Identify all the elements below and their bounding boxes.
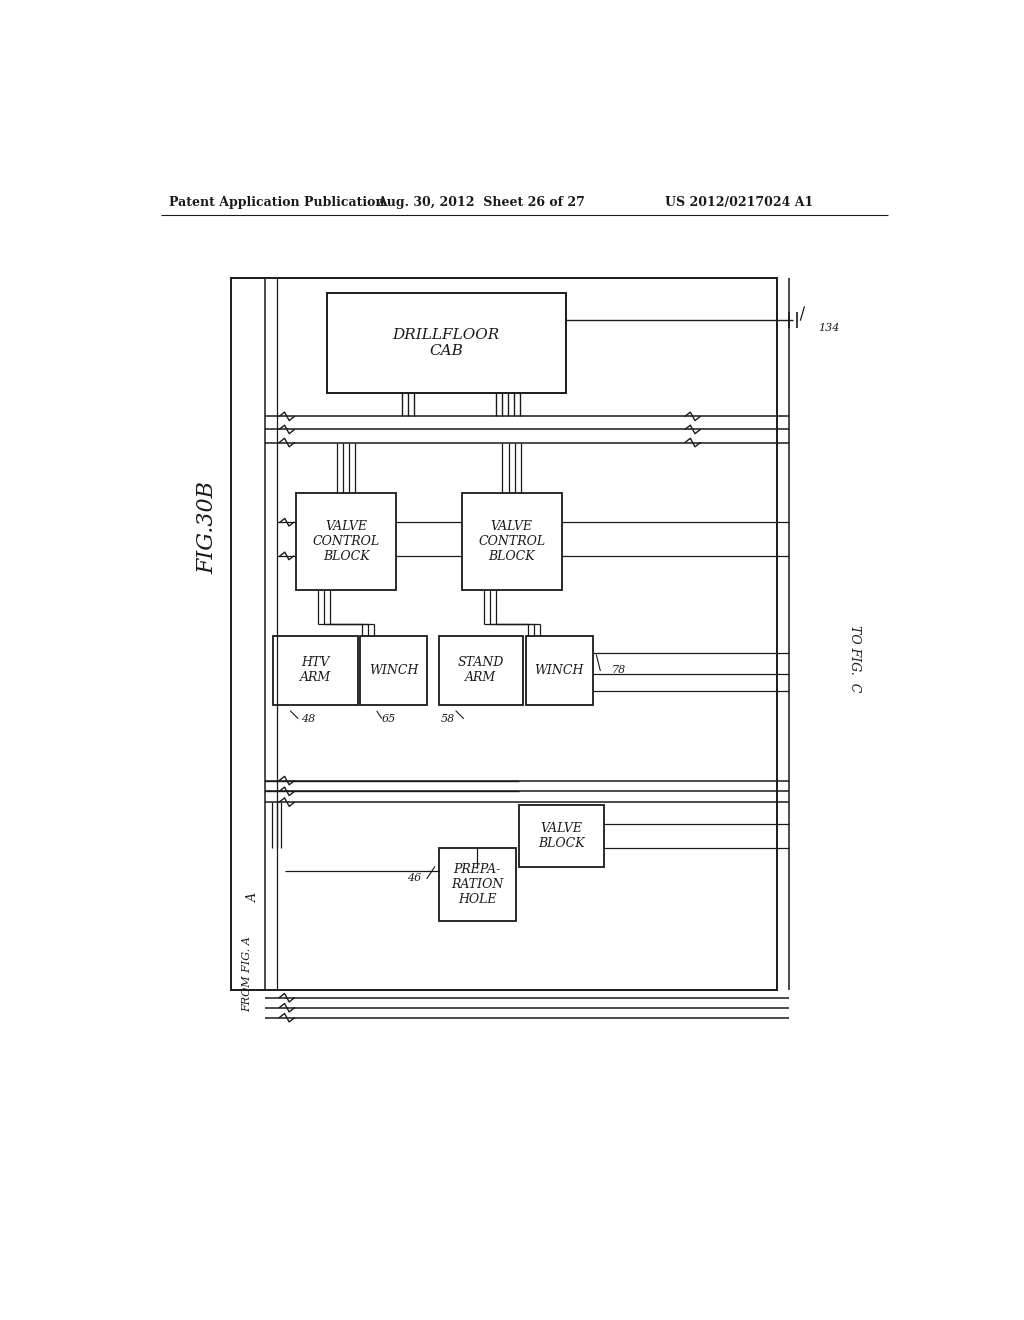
Text: DRILLFLOOR
CAB: DRILLFLOOR CAB	[392, 329, 500, 358]
Bar	[360, 636, 427, 705]
Bar	[462, 494, 562, 590]
Bar	[273, 636, 357, 705]
Text: VALVE
CONTROL
BLOCK: VALVE CONTROL BLOCK	[312, 520, 380, 562]
Text: 48: 48	[300, 714, 314, 723]
Text: Aug. 30, 2012  Sheet 26 of 27: Aug. 30, 2012 Sheet 26 of 27	[377, 195, 585, 209]
Bar	[438, 636, 523, 705]
Text: Patent Application Publication: Patent Application Publication	[169, 195, 385, 209]
Text: PREPA-
RATION
HOLE: PREPA- RATION HOLE	[451, 863, 503, 906]
Bar	[327, 293, 565, 393]
Text: US 2012/0217024 A1: US 2012/0217024 A1	[665, 195, 813, 209]
Text: WINCH: WINCH	[535, 664, 584, 677]
Bar	[438, 847, 515, 921]
Text: FROM FIG. A: FROM FIG. A	[243, 937, 253, 1012]
Bar	[525, 636, 593, 705]
Text: VALVE
BLOCK: VALVE BLOCK	[539, 822, 585, 850]
Bar	[296, 494, 396, 590]
Bar	[519, 805, 604, 867]
Text: 78: 78	[611, 665, 626, 676]
Bar	[230, 277, 777, 990]
Text: 65: 65	[381, 714, 395, 723]
Text: 58: 58	[440, 714, 455, 723]
Text: WINCH: WINCH	[369, 664, 418, 677]
Text: STAND
ARM: STAND ARM	[458, 656, 504, 685]
Text: HTV
ARM: HTV ARM	[300, 656, 331, 685]
Text: TO FIG.  C: TO FIG. C	[848, 626, 861, 693]
Text: VALVE
CONTROL
BLOCK: VALVE CONTROL BLOCK	[478, 520, 545, 562]
Text: A: A	[247, 894, 260, 902]
Text: 134: 134	[818, 323, 840, 333]
Text: FIG.30B: FIG.30B	[197, 482, 218, 574]
Text: 46: 46	[407, 874, 421, 883]
